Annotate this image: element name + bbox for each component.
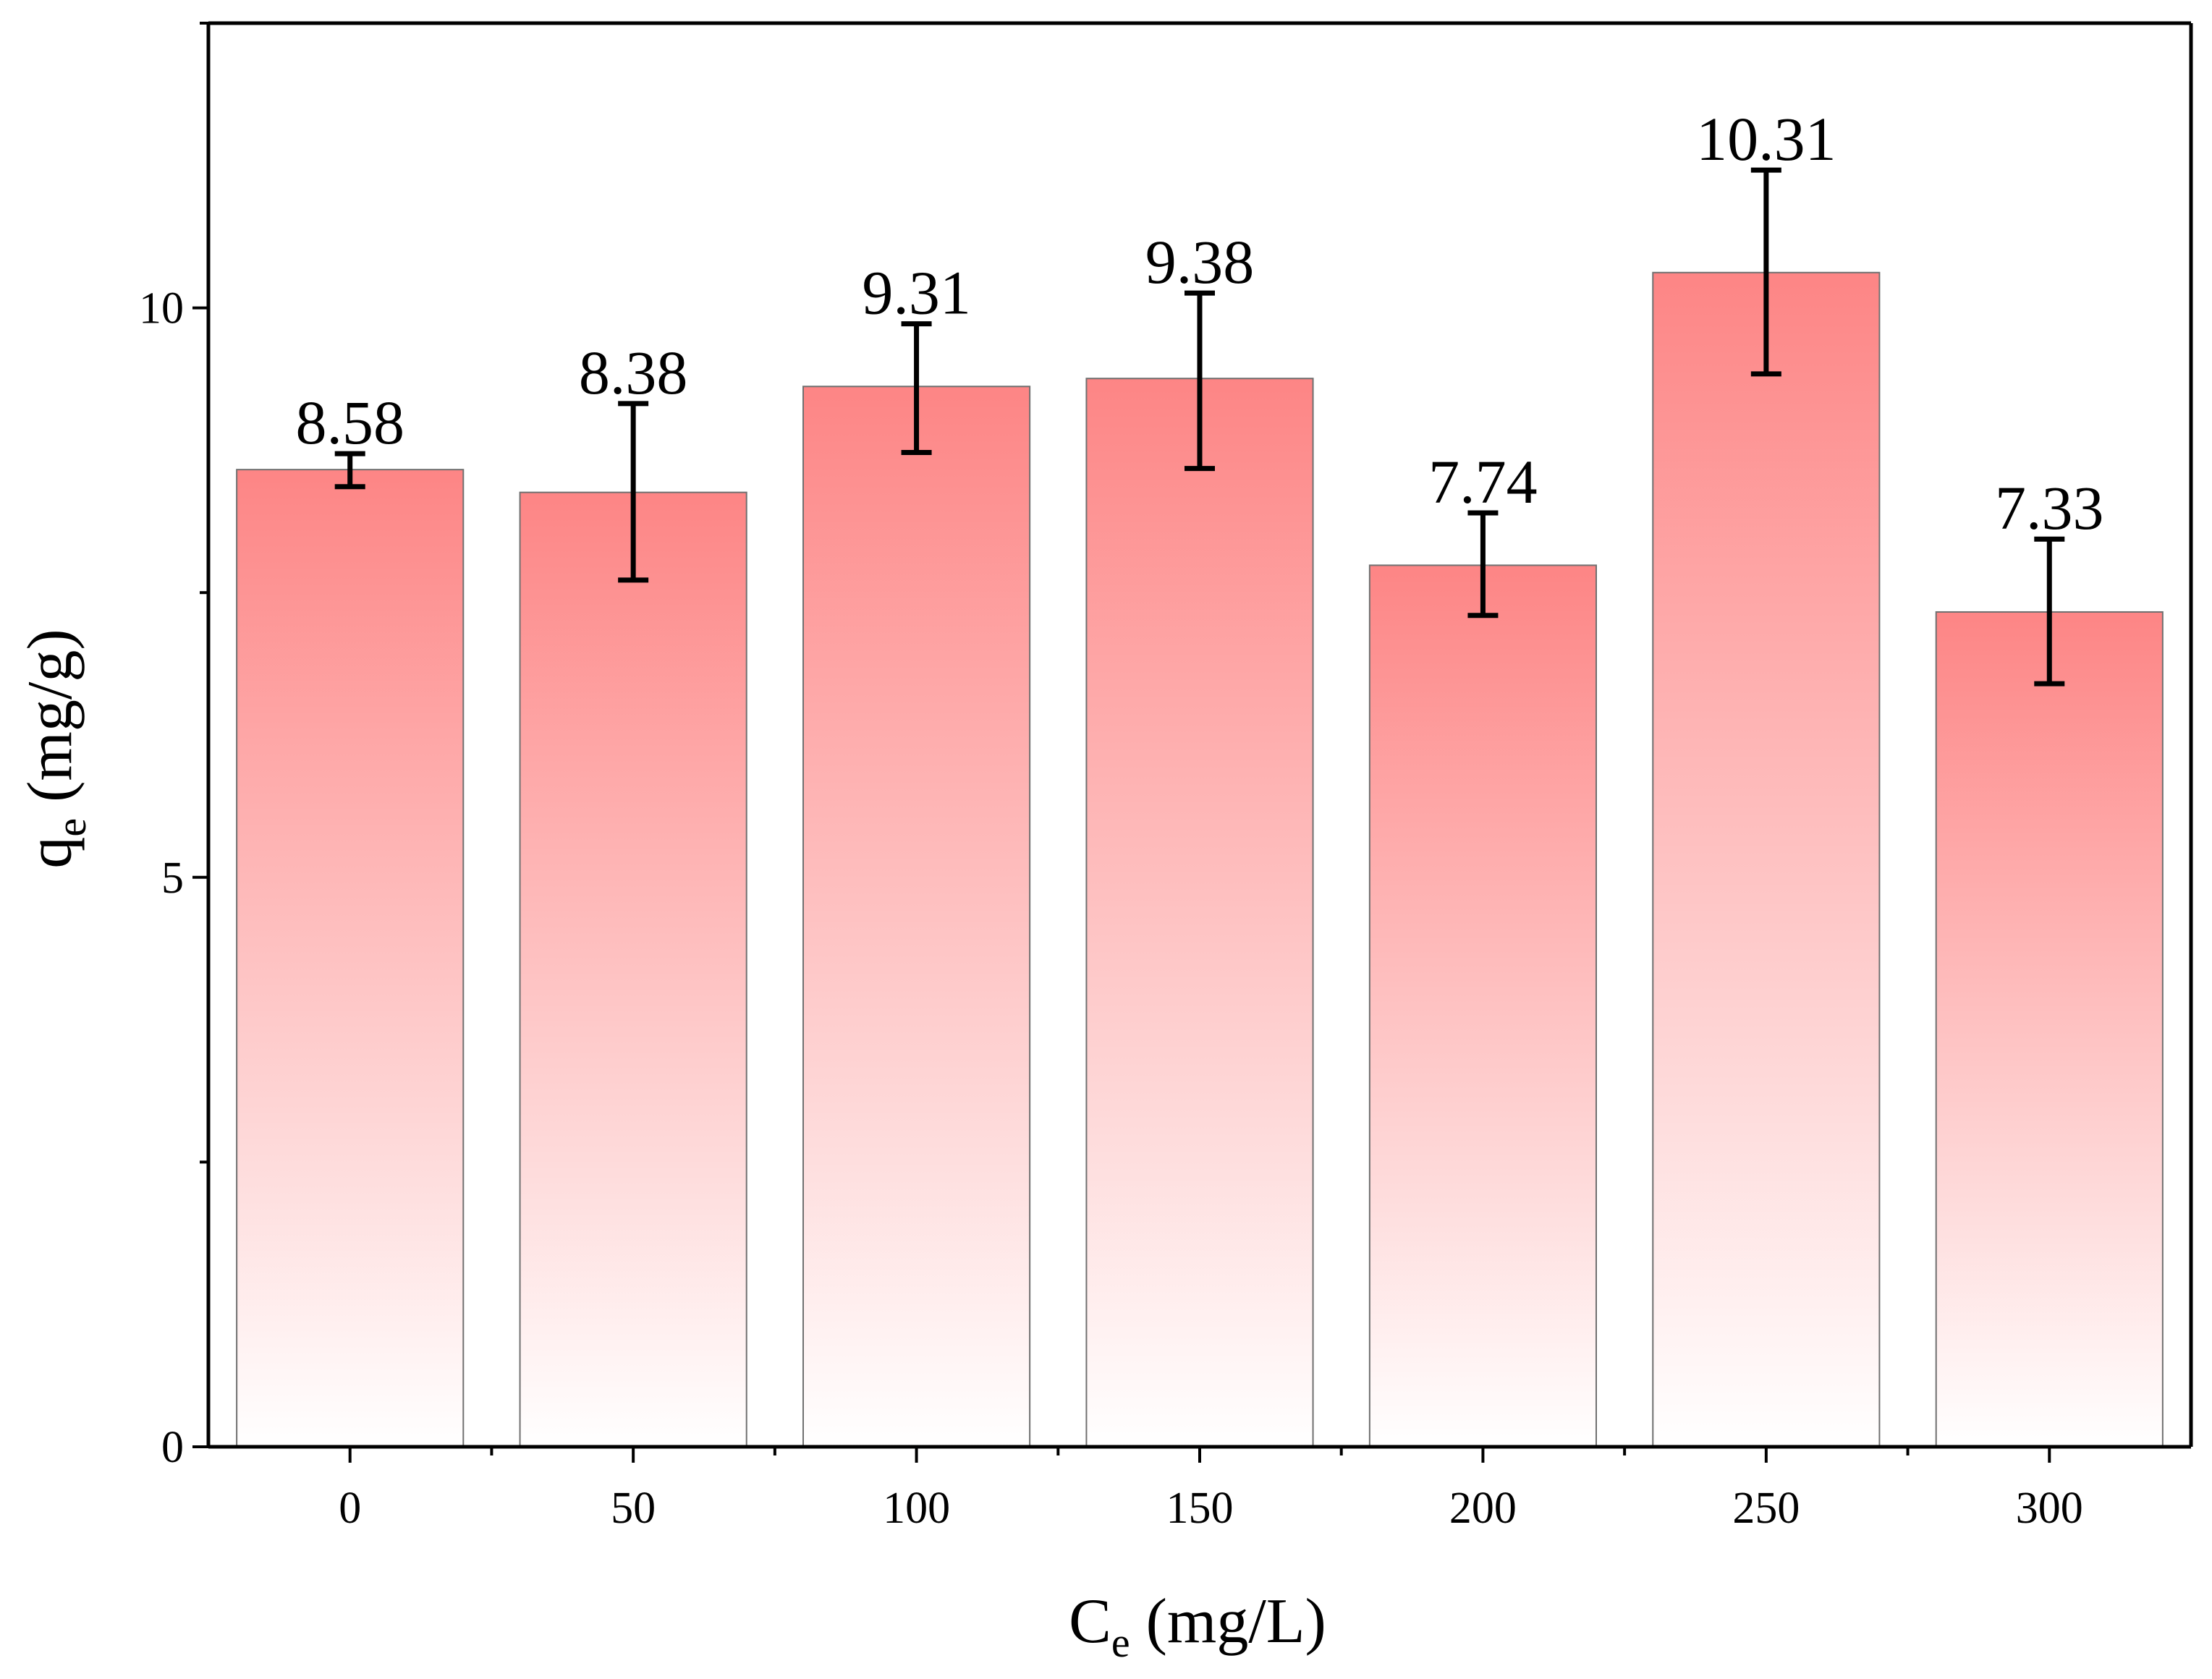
error-bar-300 [2034, 536, 2065, 687]
y-tick-label-0: 0 [161, 1423, 184, 1472]
x-tick-label-150: 150 [1166, 1484, 1234, 1533]
y-tick-label-10: 10 [139, 284, 184, 333]
data-label-250: 10.31 [1696, 104, 1836, 174]
x-axis-title: Ce (mg/L) [1069, 1586, 1326, 1666]
error-bar-150 [1185, 290, 1215, 472]
bar-250 [1652, 271, 1881, 1448]
x-tick-label-200: 200 [1449, 1484, 1517, 1533]
bar-300 [1935, 611, 2164, 1448]
x-tick-label-300: 300 [2016, 1484, 2083, 1533]
data-label-0: 8.58 [295, 388, 404, 457]
y-tick-label-5: 5 [161, 854, 184, 903]
x-tick-label-0: 0 [339, 1484, 361, 1533]
bar-50 [519, 491, 747, 1448]
bar-150 [1085, 378, 1314, 1448]
y-axis-title: qe (mg/g) [15, 629, 95, 868]
data-label-50: 8.38 [579, 338, 688, 407]
bar-0 [236, 469, 465, 1448]
x-tick-label-50: 50 [611, 1484, 656, 1533]
data-label-200: 7.74 [1428, 447, 1538, 517]
error-bar-200 [1467, 510, 1499, 619]
x-tick-label-100: 100 [883, 1484, 950, 1533]
x-tick-label-250: 250 [1732, 1484, 1800, 1533]
data-label-300: 7.33 [1995, 473, 2104, 543]
data-label-100: 9.31 [862, 258, 971, 328]
bar-200 [1368, 564, 1598, 1448]
error-bar-250 [1750, 167, 1781, 377]
error-bar-50 [618, 401, 649, 583]
error-bar-100 [901, 321, 932, 456]
data-label-150: 9.38 [1145, 227, 1255, 297]
error-bar-0 [334, 451, 365, 490]
bar-100 [802, 386, 1031, 1448]
